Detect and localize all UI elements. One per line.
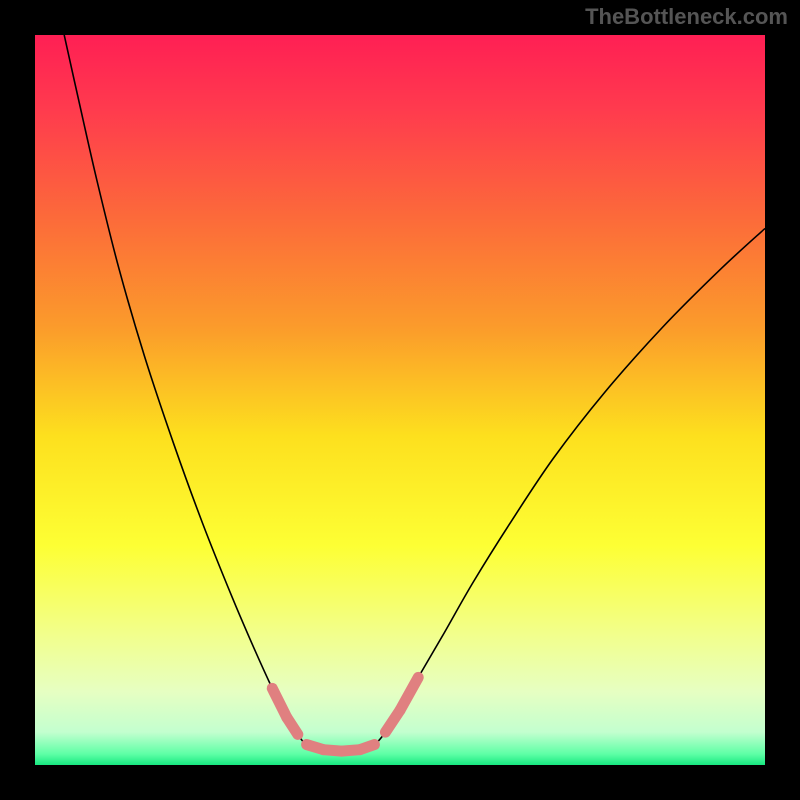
curve-layer bbox=[0, 0, 800, 800]
overlay-mark bbox=[360, 745, 375, 750]
watermark-text: TheBottleneck.com bbox=[585, 4, 788, 30]
overlay-mark bbox=[287, 718, 298, 735]
chart-container: TheBottleneck.com bbox=[0, 0, 800, 800]
bottleneck-curve bbox=[64, 35, 765, 751]
overlay-mark bbox=[400, 677, 418, 710]
